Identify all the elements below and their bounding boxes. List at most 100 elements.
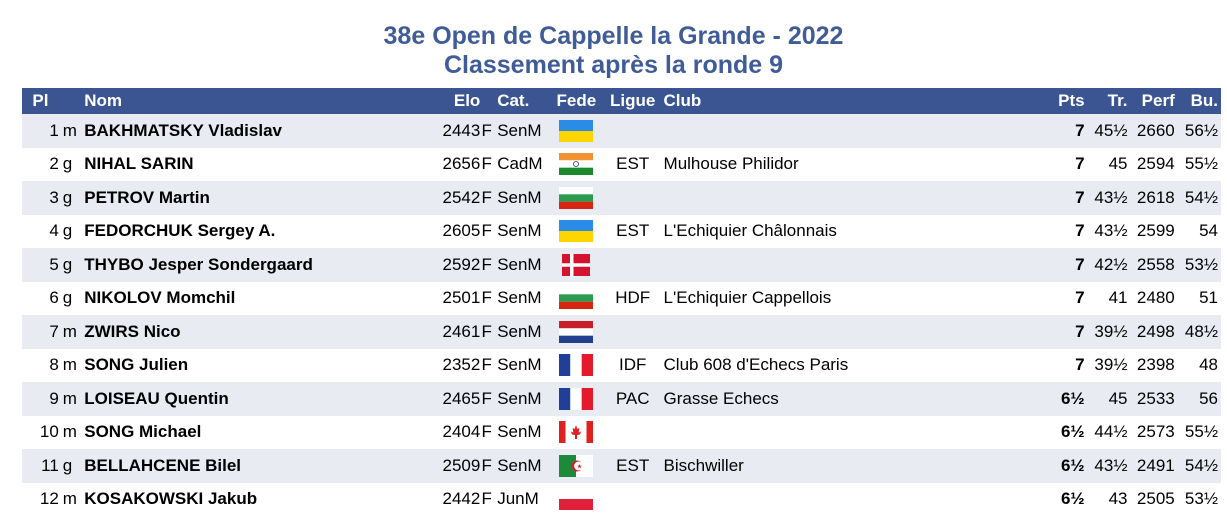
cell-rank: 12 (22, 483, 63, 516)
cell-points: 7 (1050, 215, 1084, 249)
cell-name[interactable]: BELLAHCENE Bilel (84, 449, 435, 483)
cell-buchholz: 48½ (1175, 315, 1221, 349)
cell-ligue: EST (606, 215, 660, 249)
cell-elo: 2352 (435, 349, 480, 383)
cell-club (660, 248, 1051, 282)
cell-elo: 2656 (435, 148, 480, 182)
column-header-pts[interactable]: Pts (1050, 88, 1084, 114)
cell-buchholz: 56½ (1175, 114, 1221, 148)
cell-elo-type: F (480, 315, 493, 349)
column-header-tr[interactable]: Tr. (1085, 88, 1128, 114)
cell-buchholz: 53½ (1175, 483, 1221, 516)
cell-buchholz: 53½ (1175, 248, 1221, 282)
cell-name[interactable]: BAKHMATSKY Vladislav (84, 114, 435, 148)
cell-performance: 2660 (1128, 114, 1175, 148)
cell-elo: 2443 (435, 114, 480, 148)
cell-points: 7 (1050, 148, 1084, 182)
ukraine-flag (559, 120, 593, 142)
cell-federation (547, 181, 606, 215)
cell-name[interactable]: SONG Michael (84, 416, 435, 450)
cell-name[interactable]: NIHAL SARIN (84, 148, 435, 182)
cell-category: SenM (493, 315, 547, 349)
cell-ligue: IDF (606, 349, 660, 383)
cell-tiebreak: 45½ (1085, 114, 1128, 148)
column-header-elo[interactable]: Elo (435, 88, 480, 114)
column-header-fede[interactable]: Fede (547, 88, 606, 114)
cell-tiebreak: 43½ (1085, 181, 1128, 215)
cell-buchholz: 56 (1175, 382, 1221, 416)
column-header-title (63, 88, 84, 114)
cell-rank: 2 (22, 148, 63, 182)
cell-title: g (63, 282, 84, 316)
cell-rank: 5 (22, 248, 63, 282)
cell-elo: 2509 (435, 449, 480, 483)
cell-ligue (606, 114, 660, 148)
cell-buchholz: 48 (1175, 349, 1221, 383)
cell-ligue: PAC (606, 382, 660, 416)
cell-club: Mulhouse Philidor (660, 148, 1051, 182)
column-header-club[interactable]: Club (660, 88, 1051, 114)
cell-ligue (606, 483, 660, 516)
cell-category: SenM (493, 282, 547, 316)
cell-title: m (63, 382, 84, 416)
cell-title: g (63, 449, 84, 483)
cell-name[interactable]: PETROV Martin (84, 181, 435, 215)
cell-federation (547, 449, 606, 483)
cell-tiebreak: 45 (1085, 382, 1128, 416)
cell-name[interactable]: SONG Julien (84, 349, 435, 383)
cell-elo-type: F (480, 416, 493, 450)
cell-name[interactable]: ZWIRS Nico (84, 315, 435, 349)
ukraine-flag (559, 220, 593, 242)
cell-name[interactable]: FEDORCHUK Sergey A. (84, 215, 435, 249)
column-header-cat[interactable]: Cat. (493, 88, 547, 114)
column-header-nom[interactable]: Nom (84, 88, 435, 114)
cell-elo-type: F (480, 449, 493, 483)
cell-title: m (63, 349, 84, 383)
cell-elo-type: F (480, 148, 493, 182)
column-header-pl[interactable]: Pl (22, 88, 63, 114)
cell-tiebreak: 39½ (1085, 315, 1128, 349)
cell-performance: 2558 (1128, 248, 1175, 282)
cell-elo: 2461 (435, 315, 480, 349)
cell-name[interactable]: THYBO Jesper Sondergaard (84, 248, 435, 282)
cell-buchholz: 54½ (1175, 449, 1221, 483)
cell-buchholz: 51 (1175, 282, 1221, 316)
cell-name[interactable]: NIKOLOV Momchil (84, 282, 435, 316)
column-header-ligue[interactable]: Ligue (606, 88, 660, 114)
cell-club (660, 483, 1051, 516)
cell-elo: 2501 (435, 282, 480, 316)
cell-tiebreak: 43 (1085, 483, 1128, 516)
cell-ligue (606, 315, 660, 349)
cell-elo-type: F (480, 483, 493, 516)
cell-federation (547, 382, 606, 416)
column-header-bu[interactable]: Bu. (1175, 88, 1221, 114)
cell-points: 7 (1050, 114, 1084, 148)
cell-rank: 3 (22, 181, 63, 215)
cell-elo: 2465 (435, 382, 480, 416)
column-header-perf[interactable]: Perf (1128, 88, 1175, 114)
cell-points: 7 (1050, 248, 1084, 282)
cell-points: 6½ (1050, 449, 1084, 483)
india-flag (559, 153, 593, 175)
cell-name[interactable]: KOSAKOWSKI Jakub (84, 483, 435, 516)
cell-ligue (606, 248, 660, 282)
cell-club: L'Echiquier Cappellois (660, 282, 1051, 316)
cell-tiebreak: 41 (1085, 282, 1128, 316)
cell-elo-type: F (480, 248, 493, 282)
cell-points: 7 (1050, 181, 1084, 215)
cell-name[interactable]: LOISEAU Quentin (84, 382, 435, 416)
column-header-elo-type (480, 88, 493, 114)
cell-club (660, 114, 1051, 148)
cell-rank: 1 (22, 114, 63, 148)
cell-buchholz: 55½ (1175, 148, 1221, 182)
cell-points: 7 (1050, 349, 1084, 383)
cell-ligue (606, 181, 660, 215)
cell-performance: 2491 (1128, 449, 1175, 483)
cell-ligue: HDF (606, 282, 660, 316)
cell-federation (547, 215, 606, 249)
cell-elo-type: F (480, 215, 493, 249)
